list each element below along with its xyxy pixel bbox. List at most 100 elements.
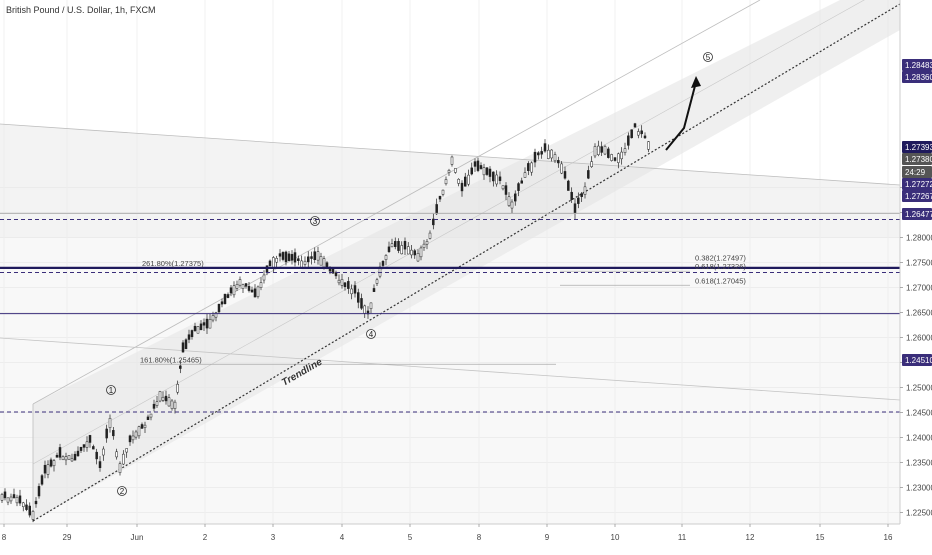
candle-body bbox=[49, 459, 53, 467]
svg-text:24:29: 24:29 bbox=[905, 168, 926, 177]
candle-body bbox=[85, 441, 89, 448]
candle-body bbox=[514, 193, 517, 202]
price-tag: 1.28483 bbox=[902, 59, 932, 71]
candle-body bbox=[70, 458, 74, 462]
candle-body bbox=[247, 286, 251, 291]
candle-body bbox=[52, 460, 56, 467]
price-tick-label: 1.23000 bbox=[906, 484, 932, 493]
candle-body bbox=[223, 293, 227, 304]
candle-body bbox=[176, 384, 179, 393]
candle-body bbox=[190, 330, 194, 338]
candle-body bbox=[617, 153, 620, 163]
candle-body bbox=[643, 135, 647, 139]
candle-body bbox=[128, 435, 132, 443]
candle-body bbox=[235, 284, 239, 289]
candle-body bbox=[131, 435, 135, 441]
candle-body bbox=[137, 426, 141, 437]
price-tag: 1.27380 bbox=[902, 153, 932, 165]
svg-text:1.24510: 1.24510 bbox=[905, 356, 932, 365]
candle-body bbox=[517, 183, 520, 191]
candle-body bbox=[18, 495, 22, 504]
time-tick-label: 29 bbox=[63, 533, 72, 542]
candle-body bbox=[501, 185, 505, 190]
candle-body bbox=[460, 182, 464, 192]
candle-body bbox=[143, 424, 147, 428]
channel-upper bbox=[32, 0, 761, 405]
candle-body bbox=[492, 171, 495, 182]
candle-body bbox=[340, 279, 344, 286]
candle-body bbox=[125, 448, 128, 453]
candle-body bbox=[510, 201, 514, 209]
candle-body bbox=[211, 315, 215, 321]
candle-body bbox=[416, 253, 420, 262]
svg-text:1.27393: 1.27393 bbox=[905, 143, 932, 152]
price-tick-label: 1.28000 bbox=[906, 234, 932, 243]
candle-body bbox=[387, 246, 391, 252]
candle-body bbox=[527, 163, 530, 171]
candle-body bbox=[196, 326, 200, 334]
candle-body bbox=[293, 252, 297, 263]
candle-body bbox=[563, 171, 567, 179]
price-tag: 24:29 bbox=[902, 166, 932, 178]
candle-body bbox=[22, 502, 25, 507]
projection-arrow-icon bbox=[665, 76, 701, 151]
svg-text:4: 4 bbox=[369, 330, 374, 339]
candle-body bbox=[407, 246, 410, 255]
candle-body bbox=[350, 288, 353, 295]
price-tick-label: 1.26000 bbox=[906, 334, 932, 343]
candle-body bbox=[170, 400, 174, 409]
trendline bbox=[32, 3, 901, 522]
descending-line bbox=[0, 123, 901, 186]
candle-body bbox=[600, 146, 603, 153]
horizontal-levels bbox=[0, 212, 900, 413]
candle-body bbox=[3, 491, 7, 499]
candle-body bbox=[322, 258, 326, 268]
candle-body bbox=[507, 196, 511, 206]
candle-body bbox=[259, 282, 263, 288]
candle-body bbox=[473, 161, 477, 167]
time-axis[interactable]: 8 29 Jun 2 3 4 5 8 9 10 11 12 15 16 bbox=[0, 523, 932, 550]
candle-body bbox=[457, 178, 460, 184]
wave-label-4: 4 bbox=[366, 329, 376, 339]
time-tick-label: 8 bbox=[477, 533, 482, 542]
candle-body bbox=[284, 251, 288, 263]
candle-body bbox=[633, 123, 637, 128]
candle-body bbox=[482, 167, 486, 176]
candle-body bbox=[268, 260, 272, 267]
time-tick-label: 2 bbox=[203, 533, 208, 542]
price-axis[interactable]: 1.22500 1.23000 1.23500 1.24000 1.24500 1.250… bbox=[899, 0, 932, 550]
candle-body bbox=[543, 143, 547, 152]
candle-body bbox=[337, 279, 341, 284]
candle-body bbox=[400, 245, 403, 255]
candle-body bbox=[570, 191, 573, 200]
candle-body bbox=[256, 286, 260, 297]
candle-body bbox=[394, 241, 397, 247]
candle-body bbox=[122, 453, 125, 465]
candle-body bbox=[623, 148, 627, 153]
candle-body bbox=[498, 176, 502, 181]
candle-body bbox=[537, 152, 540, 156]
candle-body bbox=[432, 218, 435, 226]
candle-body bbox=[447, 170, 451, 173]
candle-body bbox=[363, 305, 366, 314]
candle-body bbox=[603, 146, 607, 155]
candle-body bbox=[560, 163, 563, 174]
lower-descending-line bbox=[0, 337, 901, 401]
candle-body bbox=[287, 253, 291, 261]
price-tag: 1.26477 bbox=[902, 208, 932, 220]
price-tick-label: 1.25000 bbox=[906, 384, 932, 393]
time-tick-label: 15 bbox=[816, 533, 825, 542]
svg-text:1.27380: 1.27380 bbox=[905, 155, 932, 164]
candle-body bbox=[262, 274, 266, 281]
time-axis-bg bbox=[0, 524, 932, 550]
candle-body bbox=[250, 289, 254, 293]
candle-body bbox=[202, 322, 206, 326]
candle-body bbox=[384, 255, 388, 260]
price-tag: 1.27393 bbox=[902, 141, 932, 153]
wave-label-1: 1 bbox=[106, 385, 116, 395]
time-tick-label: 9 bbox=[545, 533, 550, 542]
time-tick-label: 16 bbox=[884, 533, 893, 542]
candle-body bbox=[187, 334, 191, 340]
